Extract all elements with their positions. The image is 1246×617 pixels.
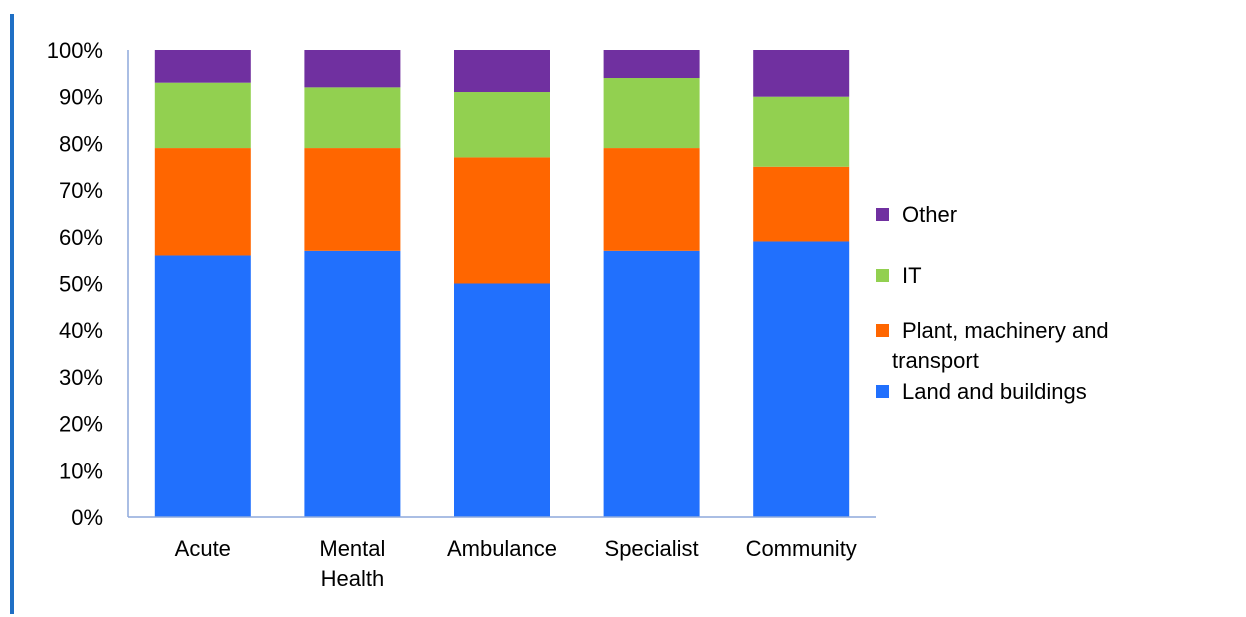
legend-swatch [876, 208, 889, 221]
bar-segment-it [454, 92, 550, 158]
legend-label: Plant, machinery and [902, 318, 1109, 343]
legend-swatch [876, 324, 889, 337]
legend-label: transport [892, 348, 979, 373]
bar-segment-land-and-buildings [454, 283, 550, 517]
bar-group-community [753, 50, 850, 517]
bar-segment-it [603, 78, 700, 149]
y-tick-label: 80% [59, 131, 103, 156]
legend-item-land-and-buildings: Land and buildings [876, 379, 1087, 404]
bar-segment-other [603, 50, 700, 79]
legend-item-other: Other [876, 202, 957, 227]
legend: Other IT Plant, machinery and transport Land… [876, 202, 1109, 404]
x-tick-label: Mental [319, 536, 385, 561]
legend-label: Other [902, 202, 957, 227]
axes [127, 50, 876, 518]
bar-segment-plant-machinery-and-transport [454, 157, 550, 284]
x-tick-label: Specialist [605, 536, 699, 561]
bar-group-specialist [603, 50, 700, 517]
x-tick-label: Community [746, 536, 857, 561]
y-tick-label: 20% [59, 412, 103, 437]
bar-segment-plant-machinery-and-transport [304, 148, 401, 251]
bar-group-ambulance [454, 50, 550, 517]
bar-segment-it [304, 87, 401, 149]
y-tick-label: 70% [59, 178, 103, 203]
x-tick-label: Ambulance [447, 536, 557, 561]
y-tick-label: 30% [59, 365, 103, 390]
y-tick-label: 90% [59, 85, 103, 110]
bar-segment-other [753, 50, 850, 97]
bar-segment-other [454, 50, 550, 93]
bar-segment-other [154, 50, 251, 83]
x-tick-label: Acute [175, 536, 231, 561]
bar-segment-it [753, 96, 850, 167]
bar-segment-plant-machinery-and-transport [603, 148, 700, 251]
bar-group-acute [154, 50, 251, 518]
bar-segment-other [304, 50, 401, 88]
bar-group-mental-health [304, 50, 401, 517]
bar-segment-land-and-buildings [603, 250, 700, 517]
legend-swatch [876, 269, 889, 282]
left-accent-rule [10, 14, 14, 614]
bar-segment-plant-machinery-and-transport [154, 148, 251, 256]
y-tick-label: 50% [59, 272, 103, 297]
x-axis-labels: Acute Mental Health Ambulance Specialist Comm… [175, 536, 857, 591]
legend-label: IT [902, 263, 922, 288]
bars [154, 50, 850, 518]
y-tick-label: 10% [59, 458, 103, 483]
bar-segment-land-and-buildings [304, 250, 401, 517]
bar-segment-plant-machinery-and-transport [753, 166, 850, 242]
x-tick-label: Health [321, 566, 385, 591]
legend-label: Land and buildings [902, 379, 1087, 404]
y-axis-labels: 0% 10% 20% 30% 40% 50% 60% 70% 80% 90% 100% [47, 38, 103, 530]
legend-swatch [876, 385, 889, 398]
y-tick-label: 100% [47, 38, 103, 63]
bar-segment-land-and-buildings [753, 241, 850, 517]
legend-item-plant-machinery-and-transport: Plant, machinery and transport [876, 318, 1109, 373]
bar-segment-land-and-buildings [154, 255, 251, 518]
legend-item-it: IT [876, 263, 922, 288]
bar-segment-it [154, 82, 251, 149]
y-tick-label: 0% [71, 505, 103, 530]
y-tick-label: 60% [59, 225, 103, 250]
y-tick-label: 40% [59, 318, 103, 343]
